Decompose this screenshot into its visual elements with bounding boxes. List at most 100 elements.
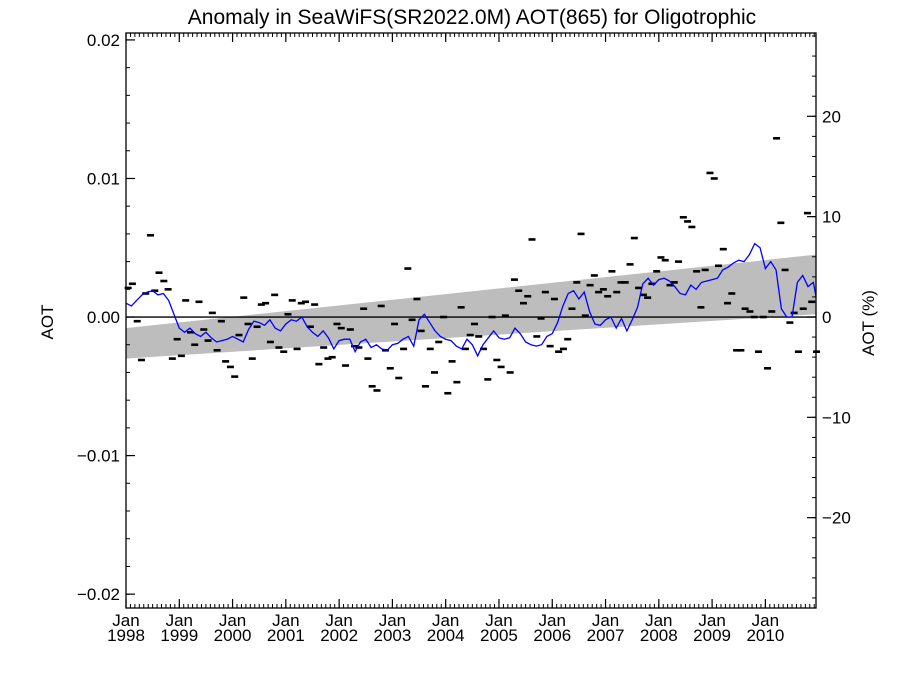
data-point bbox=[448, 360, 456, 363]
data-point bbox=[280, 350, 288, 353]
data-point bbox=[386, 367, 394, 370]
x-tick-label-month: Jan bbox=[698, 611, 725, 630]
y2-tick-label: 0 bbox=[822, 308, 831, 327]
y-tick-label: 0.02 bbox=[87, 31, 120, 50]
data-point bbox=[284, 312, 292, 316]
data-point bbox=[506, 371, 514, 374]
x-tick-label-month: Jan bbox=[432, 611, 459, 630]
data-point bbox=[435, 340, 443, 344]
data-point bbox=[421, 385, 429, 388]
data-point bbox=[541, 290, 549, 294]
data-point bbox=[400, 347, 408, 351]
data-point bbox=[519, 301, 527, 305]
y-axis-label: AOT bbox=[38, 305, 57, 340]
chart-title: Anomaly in SeaWiFS(SR2022.0M) AOT(865) f… bbox=[188, 6, 756, 29]
data-point bbox=[186, 330, 194, 334]
data-point bbox=[426, 347, 434, 351]
data-point bbox=[204, 339, 212, 342]
data-point bbox=[177, 354, 185, 358]
y2-tick-label: −10 bbox=[822, 408, 851, 427]
y-tick-label: −0.02 bbox=[77, 585, 120, 604]
data-point bbox=[315, 362, 323, 366]
plot-frame bbox=[125, 32, 817, 609]
data-point bbox=[675, 260, 683, 263]
data-point bbox=[217, 319, 225, 323]
data-point bbox=[253, 325, 261, 329]
data-point bbox=[328, 355, 336, 359]
data-point bbox=[524, 294, 532, 298]
x-tick-label-year: 2008 bbox=[640, 626, 678, 645]
data-point bbox=[768, 310, 776, 313]
data-point bbox=[693, 270, 701, 273]
y-tick-label: −0.01 bbox=[77, 447, 120, 466]
data-point bbox=[147, 233, 155, 237]
data-point bbox=[337, 326, 345, 330]
data-point bbox=[639, 293, 647, 297]
data-point bbox=[377, 304, 385, 308]
data-point bbox=[248, 357, 256, 360]
data-point bbox=[688, 225, 696, 229]
data-point bbox=[533, 335, 541, 338]
data-point bbox=[208, 311, 216, 315]
y2-tick-label: 10 bbox=[822, 208, 841, 227]
data-point bbox=[191, 343, 199, 347]
data-point bbox=[266, 340, 274, 344]
x-tick-label-year: 2006 bbox=[533, 626, 571, 645]
data-point bbox=[351, 344, 359, 348]
data-point bbox=[155, 271, 163, 274]
data-point bbox=[275, 346, 283, 349]
y-axis-right: 20 10 0 −10 −20 bbox=[807, 35, 851, 599]
data-point bbox=[515, 289, 523, 293]
data-point bbox=[453, 380, 461, 384]
x-axis: Jan1998Jan1999Jan2000Jan2001Jan2002Jan20… bbox=[107, 33, 815, 645]
data-point bbox=[257, 303, 265, 306]
data-point bbox=[790, 311, 798, 315]
data-point bbox=[128, 282, 136, 286]
data-point bbox=[342, 364, 350, 367]
data-point bbox=[431, 371, 439, 374]
data-point bbox=[595, 290, 603, 294]
x-tick-label-year: 1998 bbox=[107, 626, 145, 645]
data-point bbox=[151, 289, 159, 293]
x-tick-label-month: Jan bbox=[752, 611, 779, 630]
data-point bbox=[719, 247, 727, 251]
data-point bbox=[710, 177, 718, 180]
y-axis-left: 0.02 0.01 0.00 −0.01 −0.02 bbox=[77, 31, 135, 604]
data-point bbox=[750, 315, 758, 319]
data-point bbox=[346, 328, 354, 331]
data-point bbox=[577, 232, 585, 236]
data-point bbox=[697, 306, 705, 309]
data-point bbox=[617, 281, 625, 284]
data-point bbox=[226, 365, 234, 369]
data-point bbox=[302, 300, 310, 304]
data-point bbox=[297, 301, 305, 305]
data-point bbox=[501, 314, 509, 317]
data-point bbox=[164, 288, 172, 291]
data-point bbox=[808, 300, 816, 304]
data-point bbox=[644, 296, 652, 299]
data-point bbox=[440, 315, 448, 319]
data-point bbox=[754, 350, 762, 353]
data-point bbox=[355, 346, 363, 349]
data-point bbox=[222, 360, 230, 363]
data-point bbox=[311, 303, 319, 306]
data-point bbox=[701, 268, 709, 272]
data-point bbox=[564, 337, 572, 341]
data-point bbox=[497, 365, 505, 369]
data-point bbox=[231, 375, 239, 378]
data-point bbox=[480, 347, 488, 351]
data-point bbox=[626, 263, 634, 266]
data-point bbox=[244, 322, 252, 326]
data-point bbox=[457, 306, 465, 309]
data-point bbox=[262, 301, 270, 305]
data-point bbox=[404, 267, 412, 270]
data-point bbox=[124, 286, 132, 290]
x-tick-label-year: 2007 bbox=[587, 626, 625, 645]
y-tick-label: 0.01 bbox=[87, 169, 120, 188]
data-point bbox=[133, 319, 141, 323]
data-point bbox=[413, 297, 421, 301]
x-tick-label-month: Jan bbox=[485, 611, 512, 630]
data-point bbox=[608, 270, 616, 273]
data-point bbox=[293, 347, 301, 351]
data-point bbox=[773, 137, 781, 140]
